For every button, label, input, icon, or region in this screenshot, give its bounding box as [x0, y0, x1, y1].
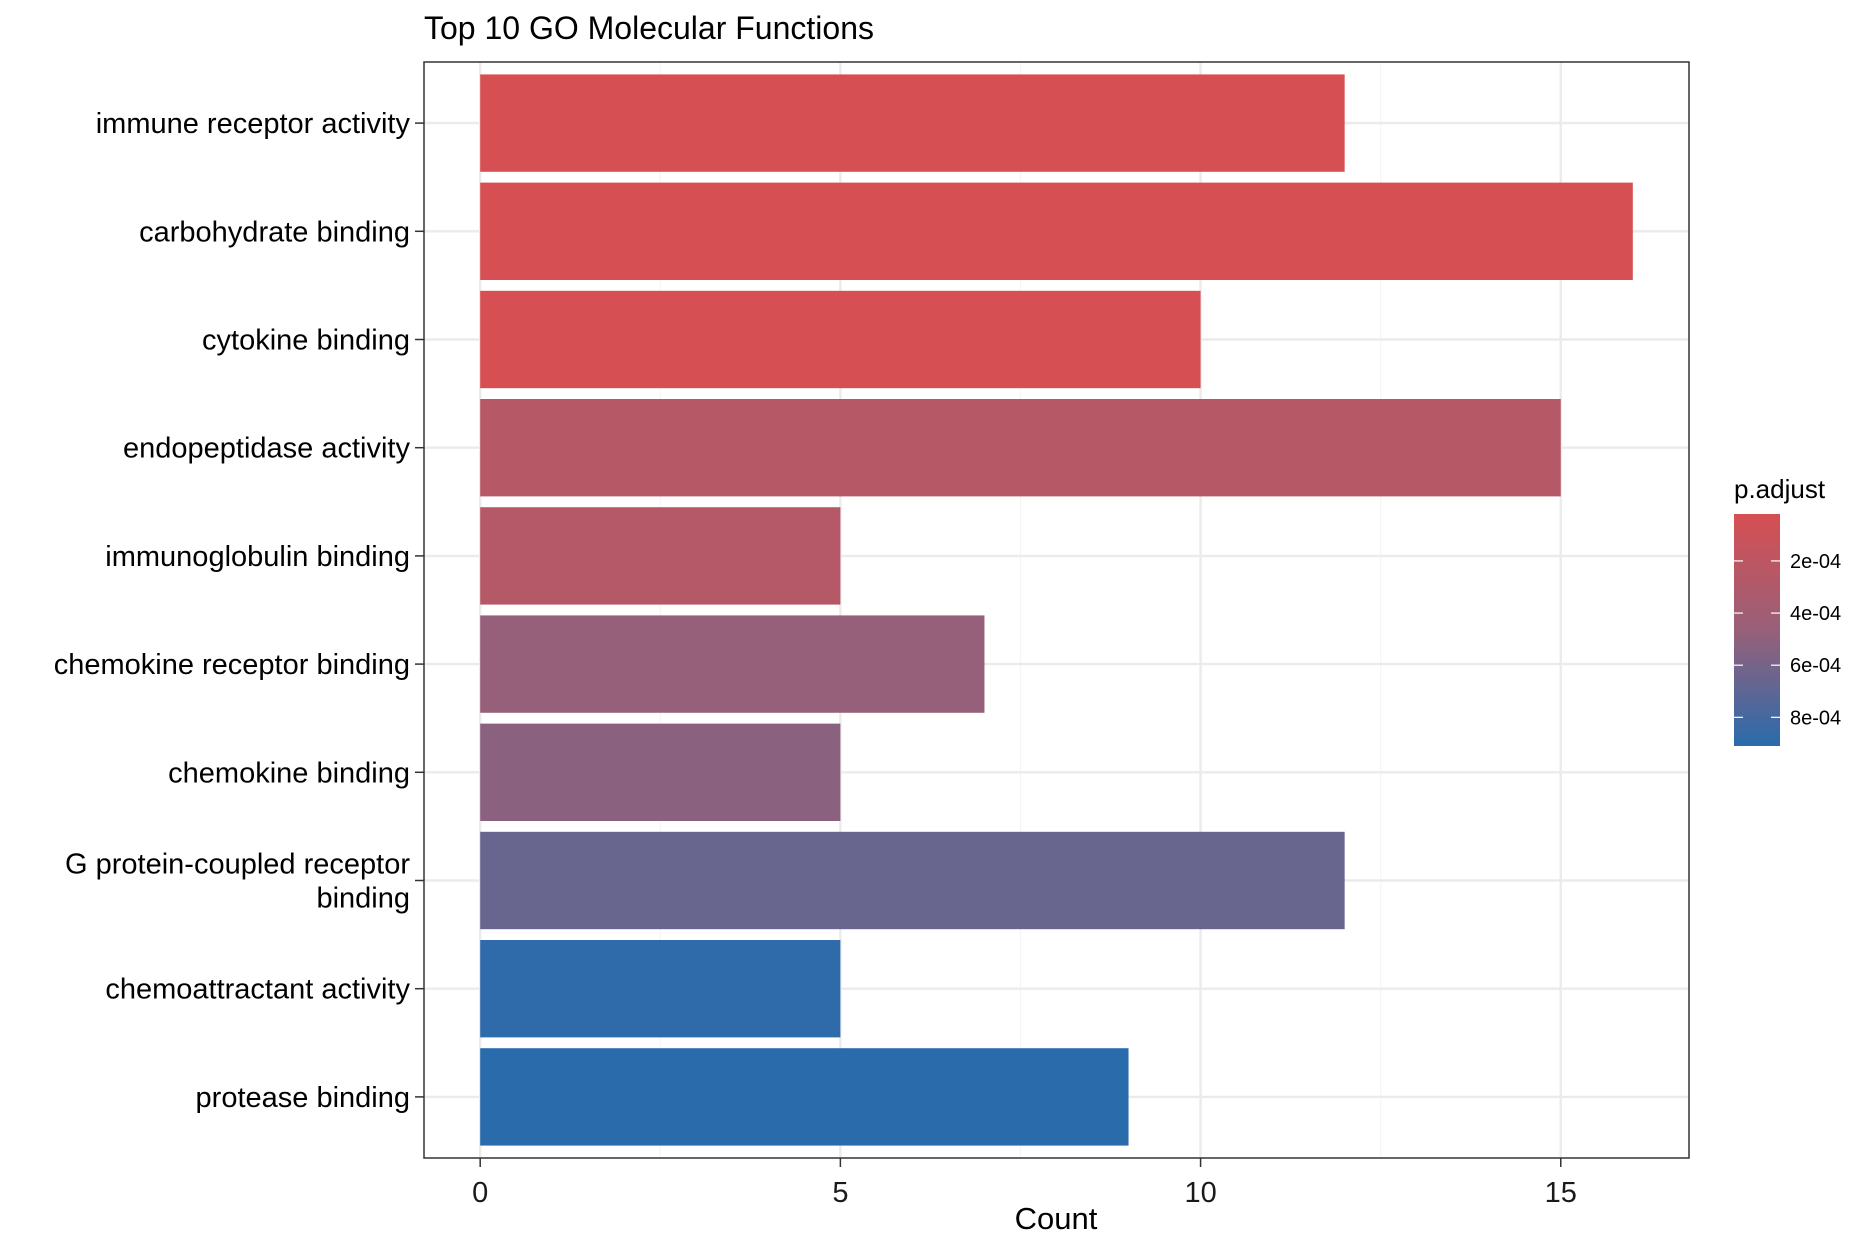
bar — [480, 940, 841, 1038]
bar — [480, 74, 1345, 172]
legend-ticks: 2e-04 4e-04 6e-04 8e-04 — [1734, 551, 1841, 729]
x-tick-label: 15 — [1545, 1177, 1577, 1209]
bar — [480, 1048, 1129, 1146]
bar — [480, 507, 841, 605]
plot-panel — [423, 61, 1690, 1159]
x-tick-label: 10 — [1184, 1177, 1216, 1209]
y-tick-label: cytokine binding — [202, 325, 410, 357]
legend-tick-label: 2e-04 — [1790, 551, 1841, 573]
x-axis: 0 5 10 15 — [472, 1158, 1577, 1209]
bars — [480, 74, 1633, 1146]
y-tick-label: immune receptor activity — [96, 108, 411, 140]
x-axis-title: Count — [1015, 1201, 1098, 1236]
x-tick-label: 0 — [472, 1177, 488, 1209]
y-tick-label: chemoattractant activity — [105, 974, 410, 1006]
bar — [480, 723, 841, 821]
legend-tick-label: 8e-04 — [1790, 707, 1841, 729]
y-tick-label: chemokine binding — [168, 757, 410, 789]
bar — [480, 182, 1633, 280]
bar — [480, 399, 1561, 497]
color-legend: p.adjust 2e-04 4e-04 6e-04 8e-04 — [1734, 474, 1841, 746]
legend-colorbar — [1734, 514, 1780, 746]
y-axis: immune receptor activity carbohydrate bin… — [54, 108, 424, 1114]
bar — [480, 615, 985, 713]
legend-title: p.adjust — [1734, 474, 1826, 504]
y-tick-label: immunoglobulin binding — [105, 541, 410, 573]
bar — [480, 290, 1201, 389]
x-tick-label: 5 — [832, 1177, 848, 1209]
y-tick-label: G protein-coupled receptor — [65, 849, 410, 881]
y-tick-label: carbohydrate binding — [139, 216, 410, 248]
bar — [480, 831, 1345, 930]
y-tick-label: chemokine receptor binding — [54, 649, 410, 681]
legend-tick-label: 4e-04 — [1790, 603, 1841, 625]
chart-title: Top 10 GO Molecular Functions — [424, 10, 874, 46]
y-tick-label: protease binding — [196, 1082, 410, 1114]
y-tick-label: binding — [316, 883, 410, 915]
y-tick-label: endopeptidase activity — [123, 433, 410, 465]
legend-tick-label: 6e-04 — [1790, 655, 1841, 677]
